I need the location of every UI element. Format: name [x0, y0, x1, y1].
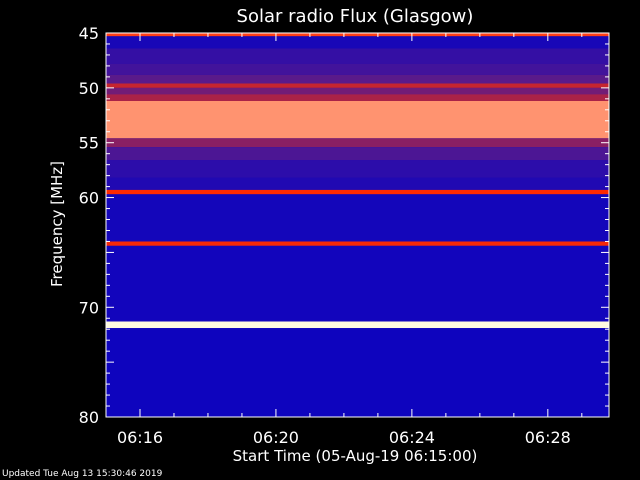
- frequency-band: [106, 189, 609, 195]
- frequency-band: [106, 74, 609, 84]
- y-tick-labels: 45 50 55 60 70 80: [79, 24, 99, 427]
- frequency-band: [106, 63, 609, 75]
- y-tick-label: 60: [79, 189, 99, 208]
- frequency-band: [106, 48, 609, 64]
- frequency-band: [106, 147, 609, 161]
- x-tick-label: 06:16: [117, 428, 163, 447]
- x-tick-label: 06:28: [525, 428, 571, 447]
- frequency-band: [106, 87, 609, 95]
- x-tick-labels: 06:16 06:20 06:24 06:28: [117, 428, 571, 447]
- y-tick-label: 50: [79, 79, 99, 98]
- frequency-band: [106, 241, 609, 246]
- frequency-band: [106, 245, 609, 322]
- y-tick-label: 45: [79, 24, 99, 43]
- frequency-band: [106, 36, 609, 49]
- axis-ticks: [105, 32, 609, 418]
- y-tick-label: 80: [79, 408, 99, 427]
- plot-area: [105, 32, 610, 418]
- y-tick-label: 70: [79, 298, 99, 317]
- frequency-band: [106, 328, 609, 417]
- frequency-band: [106, 101, 609, 139]
- y-tick-label: 55: [79, 134, 99, 153]
- frequency-band: [106, 83, 609, 88]
- x-tick-label: 06:24: [389, 428, 435, 447]
- y-axis-label: Frequency [MHz]: [48, 161, 66, 287]
- frequency-band: [106, 321, 609, 329]
- chart-title: Solar radio Flux (Glasgow): [237, 6, 474, 27]
- frequency-band: [106, 160, 609, 178]
- updated-timestamp: Updated Tue Aug 13 15:30:46 2019: [2, 469, 163, 479]
- frequency-band: [106, 138, 609, 148]
- x-tick-label: 06:20: [253, 428, 299, 447]
- frequency-band: [106, 177, 609, 190]
- frequency-band: [106, 33, 609, 37]
- x-axis-label: Start Time (05-Aug-19 06:15:00): [233, 447, 478, 465]
- frequency-band: [106, 94, 609, 101]
- plot-frame: [105, 32, 610, 418]
- frequency-band: [106, 194, 609, 242]
